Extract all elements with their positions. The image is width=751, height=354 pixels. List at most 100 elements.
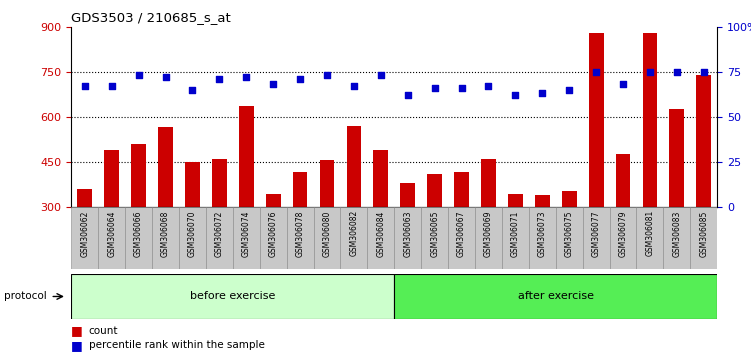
- Bar: [696, 75, 711, 207]
- Point: [536, 91, 548, 96]
- Bar: [98, 207, 125, 269]
- Point: [267, 81, 279, 87]
- Text: GSM306071: GSM306071: [511, 210, 520, 257]
- Text: count: count: [89, 326, 118, 336]
- Bar: [616, 154, 630, 207]
- Text: GSM306072: GSM306072: [215, 210, 224, 257]
- Text: GSM306075: GSM306075: [565, 210, 574, 257]
- Text: GSM306062: GSM306062: [80, 210, 89, 257]
- Bar: [427, 174, 442, 207]
- Point: [644, 69, 656, 75]
- Text: GSM306078: GSM306078: [296, 210, 305, 257]
- Bar: [529, 207, 556, 269]
- Bar: [535, 195, 550, 207]
- Point: [402, 92, 414, 98]
- Point: [79, 83, 91, 89]
- Text: GSM306069: GSM306069: [484, 210, 493, 257]
- Bar: [179, 207, 206, 269]
- Bar: [421, 207, 448, 269]
- Text: GSM306065: GSM306065: [430, 210, 439, 257]
- Text: GSM306082: GSM306082: [349, 210, 358, 256]
- Point: [563, 87, 575, 93]
- Bar: [481, 159, 496, 207]
- Text: before exercise: before exercise: [190, 291, 276, 302]
- Text: GSM306080: GSM306080: [322, 210, 331, 257]
- Text: GSM306085: GSM306085: [699, 210, 708, 257]
- Text: percentile rank within the sample: percentile rank within the sample: [89, 340, 264, 350]
- Bar: [320, 160, 334, 207]
- Text: GSM306063: GSM306063: [403, 210, 412, 257]
- Bar: [669, 109, 684, 207]
- Text: GSM306066: GSM306066: [134, 210, 143, 257]
- Bar: [367, 207, 394, 269]
- Text: GSM306073: GSM306073: [538, 210, 547, 257]
- Bar: [394, 207, 421, 269]
- Point: [509, 92, 521, 98]
- Bar: [562, 190, 577, 207]
- Text: ■: ■: [71, 325, 83, 337]
- Bar: [314, 207, 340, 269]
- Bar: [185, 162, 200, 207]
- Point: [106, 83, 118, 89]
- Bar: [690, 207, 717, 269]
- Bar: [260, 207, 287, 269]
- Text: GSM306083: GSM306083: [672, 210, 681, 257]
- Bar: [448, 207, 475, 269]
- Point: [429, 85, 441, 91]
- Point: [617, 81, 629, 87]
- Text: GSM306064: GSM306064: [107, 210, 116, 257]
- Point: [456, 85, 468, 91]
- Bar: [77, 189, 92, 207]
- Bar: [239, 106, 254, 207]
- Bar: [454, 172, 469, 207]
- Bar: [589, 33, 604, 207]
- Bar: [373, 150, 388, 207]
- Bar: [400, 183, 415, 207]
- Bar: [502, 207, 529, 269]
- Point: [348, 83, 360, 89]
- Bar: [125, 207, 152, 269]
- Bar: [152, 207, 179, 269]
- Text: GSM306077: GSM306077: [592, 210, 601, 257]
- Bar: [394, 274, 717, 319]
- Bar: [104, 150, 119, 207]
- Text: GDS3503 / 210685_s_at: GDS3503 / 210685_s_at: [71, 11, 231, 24]
- Bar: [610, 207, 637, 269]
- Bar: [340, 207, 367, 269]
- Bar: [475, 207, 502, 269]
- Bar: [346, 126, 361, 207]
- Bar: [287, 207, 313, 269]
- Text: GSM306068: GSM306068: [161, 210, 170, 257]
- Bar: [293, 172, 307, 207]
- Bar: [233, 207, 260, 269]
- Bar: [71, 274, 394, 319]
- Point: [482, 83, 494, 89]
- Text: GSM306079: GSM306079: [619, 210, 628, 257]
- Point: [186, 87, 198, 93]
- Bar: [583, 207, 610, 269]
- Point: [671, 69, 683, 75]
- Point: [321, 73, 333, 78]
- Bar: [508, 194, 523, 207]
- Bar: [663, 207, 690, 269]
- Point: [213, 76, 225, 82]
- Point: [294, 76, 306, 82]
- Bar: [71, 207, 98, 269]
- Bar: [158, 127, 173, 207]
- Bar: [556, 207, 583, 269]
- Text: after exercise: after exercise: [517, 291, 594, 302]
- Text: GSM306084: GSM306084: [376, 210, 385, 257]
- Bar: [266, 194, 281, 207]
- Text: ■: ■: [71, 339, 83, 352]
- Bar: [637, 207, 663, 269]
- Bar: [206, 207, 233, 269]
- Point: [133, 73, 145, 78]
- Text: GSM306067: GSM306067: [457, 210, 466, 257]
- Point: [159, 74, 171, 80]
- Point: [698, 69, 710, 75]
- Text: GSM306076: GSM306076: [269, 210, 278, 257]
- Point: [375, 73, 387, 78]
- Text: protocol: protocol: [4, 291, 47, 302]
- Text: GSM306074: GSM306074: [242, 210, 251, 257]
- Point: [590, 69, 602, 75]
